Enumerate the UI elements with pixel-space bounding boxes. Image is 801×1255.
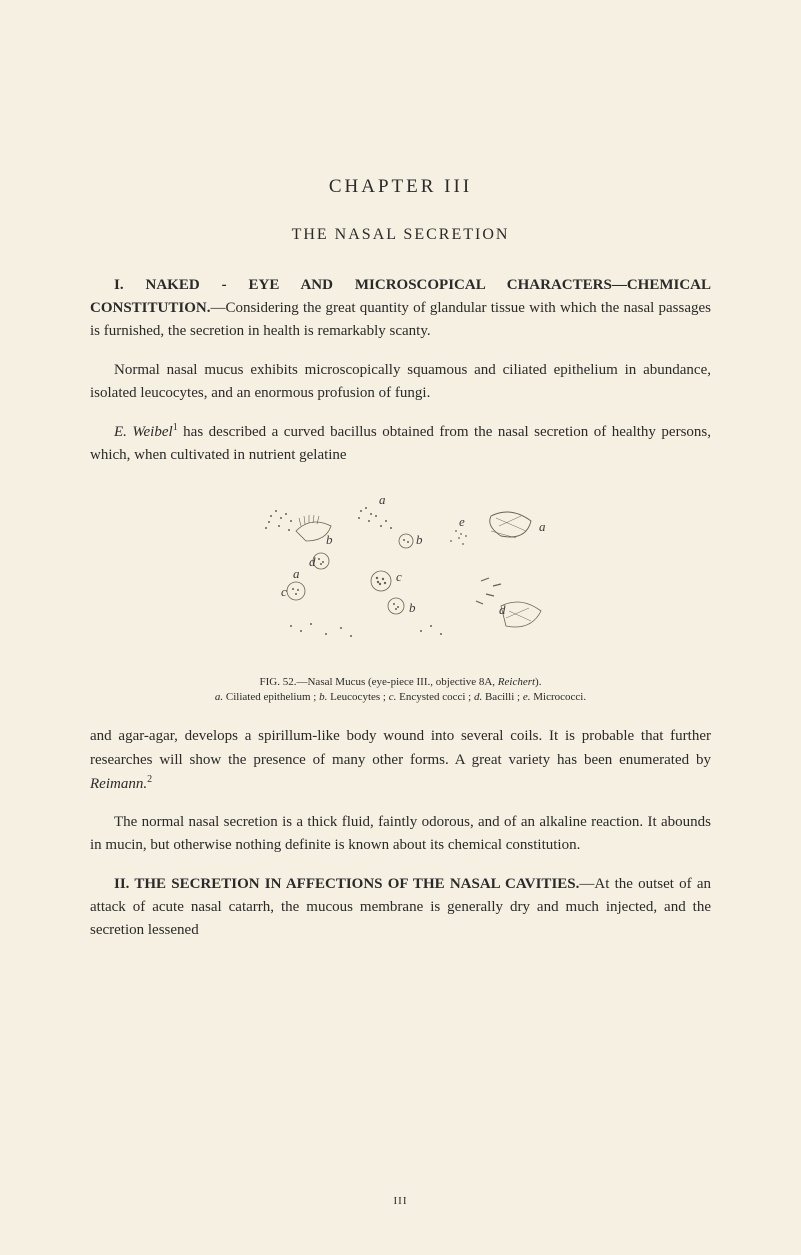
section-title: THE NASAL SECRETION: [90, 226, 711, 244]
paragraph-3: E. Weibel1 has described a curved bacill…: [90, 420, 711, 468]
fig-label-a2: a: [539, 519, 546, 534]
paragraph-6: II. THE SECRETION IN AFFECTIONS OF THE N…: [90, 873, 711, 943]
paragraph-4-a: and agar-agar, develops a spirillum-like…: [90, 728, 711, 767]
caption-text-1b: ).: [535, 676, 541, 688]
caption-line-2: a. Ciliated epithelium ; b. Leucocytes ;…: [90, 690, 711, 705]
fig-label-d2: d: [499, 602, 506, 617]
footnote-ref-2: 2: [147, 774, 152, 785]
chapter-heading: CHAPTER III: [90, 176, 711, 198]
caption-val-d: Bacilli ;: [485, 691, 523, 703]
caption-key-c: c.: [389, 691, 399, 703]
page-number: III: [0, 1195, 801, 1207]
caption-text-1a: FIG. 52.—Nasal Mucus (eye-piece III., ob…: [260, 676, 498, 688]
section-lead-ii: II. THE SECRETION IN AFFECTIONS OF THE N…: [114, 876, 579, 892]
caption-val-c: Encysted cocci ;: [399, 691, 474, 703]
fig-label-d1: d: [309, 554, 316, 569]
caption-key-e: e.: [523, 691, 533, 703]
fig-label-b3: b: [409, 600, 416, 615]
caption-val-e: Micrococci.: [533, 691, 586, 703]
fig-label-b2: b: [416, 532, 423, 547]
fig-label-a3: a: [293, 566, 300, 581]
paragraph-1: I. NAKED - EYE AND MICROSCOPICAL CHARACT…: [90, 274, 711, 344]
paragraph-4: and agar-agar, develops a spirillum-like…: [90, 725, 711, 796]
document-page: CHAPTER III THE NASAL SECRETION I. NAKED…: [0, 0, 801, 1004]
caption-reichert: Reichert: [498, 676, 535, 688]
author-reimann: Reimann.: [90, 776, 147, 792]
paragraph-5: The normal nasal secretion is a thick fl…: [90, 811, 711, 858]
fig-label-c1: c: [281, 584, 287, 599]
figure-illustration: a a a b b b c c d d e: [231, 486, 571, 656]
caption-val-b: Leucocytes ;: [330, 691, 389, 703]
paragraph-3-body: has described a curved bacillus obtained…: [90, 424, 711, 463]
figure-caption: FIG. 52.—Nasal Mucus (eye-piece III., ob…: [90, 675, 711, 706]
caption-key-b: b.: [319, 691, 330, 703]
figure-52: a a a b b b c c d d e: [90, 486, 711, 661]
fig-label-c2: c: [396, 569, 402, 584]
caption-val-a: Ciliated epithelium ;: [226, 691, 319, 703]
fig-label-e: e: [459, 514, 465, 529]
author-weibel: E. Weibel: [114, 424, 173, 440]
caption-key-d: d.: [474, 691, 485, 703]
paragraph-2: Normal nasal mucus exhibits microscopica…: [90, 359, 711, 406]
fig-label-b1: b: [326, 532, 333, 547]
fig-label-a: a: [379, 492, 386, 507]
caption-line-1: FIG. 52.—Nasal Mucus (eye-piece III., ob…: [90, 675, 711, 690]
caption-key-a: a.: [215, 691, 226, 703]
